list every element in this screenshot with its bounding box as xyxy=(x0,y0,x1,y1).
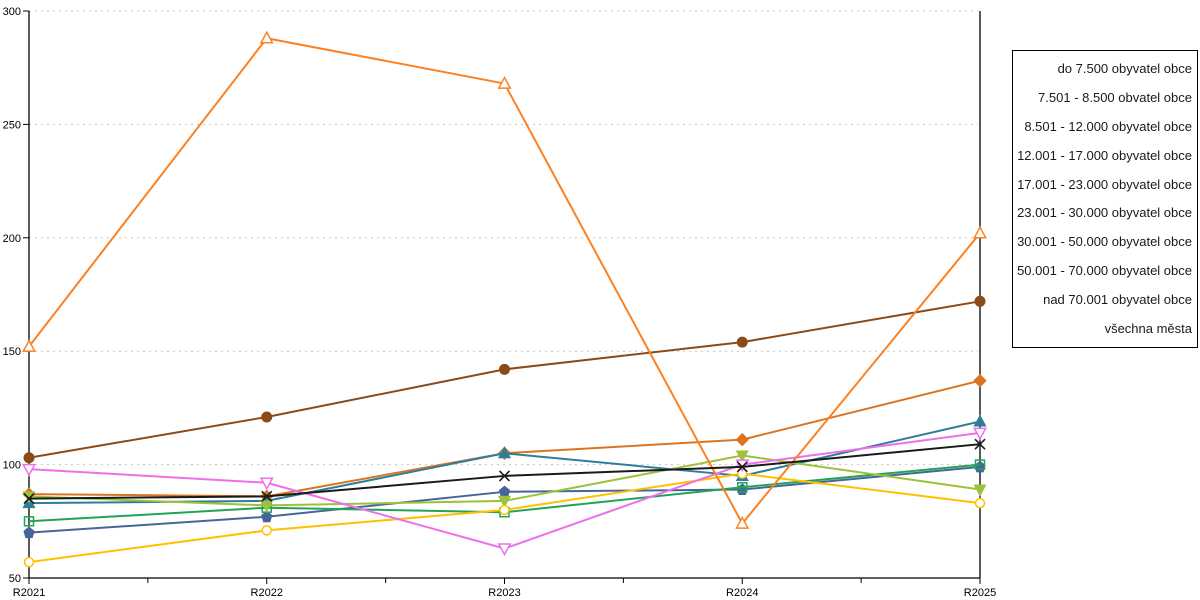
legend-item: 17.001 - 23.000 obyvatel obce xyxy=(1017,176,1192,192)
marker-open-square xyxy=(23,516,35,527)
marker-filled-circle xyxy=(23,452,35,464)
legend-item: 23.001 - 30.000 obyvatel obce xyxy=(1017,205,1192,221)
marker-open-triangle-up xyxy=(259,30,274,44)
y-tick-label: 300 xyxy=(3,6,21,18)
marker-open-triangle-down xyxy=(259,477,274,491)
marker-filled-pentagon xyxy=(498,485,511,498)
marker-open-circle xyxy=(261,525,272,536)
marker-open-triangle-up xyxy=(497,76,512,89)
marker-filled-pentagon xyxy=(736,483,748,496)
x-tick-label: R2022 xyxy=(251,587,283,599)
marker-open-triangle-down xyxy=(735,459,750,473)
marker-x-cross xyxy=(974,438,986,450)
marker-filled-triangle-down xyxy=(497,495,512,508)
y-tick-label: 150 xyxy=(3,346,21,358)
marker-x-cross xyxy=(736,461,748,473)
y-tick-label: 50 xyxy=(9,573,21,585)
marker-filled-triangle-down xyxy=(735,450,749,463)
marker-filled-pentagon xyxy=(974,460,986,473)
y-tick-label: 100 xyxy=(3,460,21,472)
legend-item: 30.001 - 50.000 obyvatel obce xyxy=(1017,234,1192,250)
marker-filled-circle xyxy=(499,363,510,375)
marker-open-circle xyxy=(23,556,35,568)
x-tick-label: R2024 xyxy=(726,587,758,599)
marker-filled-circle xyxy=(736,336,748,348)
marker-open-square xyxy=(974,459,986,470)
x-tick-label: R2021 xyxy=(13,587,45,599)
marker-open-triangle-down xyxy=(497,543,512,557)
marker-filled-circle xyxy=(974,295,986,307)
marker-filled-diamond xyxy=(735,432,749,447)
marker-open-circle xyxy=(974,497,986,509)
marker-filled-triangle-down xyxy=(22,491,36,504)
marker-open-triangle-up xyxy=(22,339,36,352)
marker-open-square xyxy=(737,482,748,493)
marker-open-triangle-down xyxy=(973,427,987,441)
marker-open-triangle-down xyxy=(22,463,36,477)
legend-item: 12.001 - 17.000 obyvatel obce xyxy=(1017,147,1192,163)
x-tick-label: R2025 xyxy=(964,587,996,599)
marker-x-cross xyxy=(498,470,511,482)
marker-filled-pentagon xyxy=(23,526,35,539)
marker-x-cross xyxy=(23,493,35,505)
marker-x-cross xyxy=(261,490,273,502)
legend-item: 7.501 - 8.500 obvatel obce xyxy=(1038,90,1192,106)
legend-item: všechna města xyxy=(1104,320,1192,336)
marker-filled-pentagon xyxy=(261,510,273,523)
marker-filled-triangle-up xyxy=(497,446,512,459)
legend-item: nad 70.001 obyvatel obce xyxy=(1043,291,1192,307)
marker-filled-triangle-down xyxy=(260,500,274,513)
legend-item: 50.001 - 70.000 obyvatel obce xyxy=(1017,262,1192,278)
marker-filled-circle xyxy=(261,411,273,423)
marker-open-triangle-up xyxy=(973,225,987,239)
legend-item: 8.501 - 12.000 obyvatel obce xyxy=(1024,118,1192,134)
marker-open-circle xyxy=(499,504,510,516)
y-tick-label: 250 xyxy=(3,119,21,131)
marker-open-triangle-up xyxy=(735,515,750,529)
x-tick-label: R2023 xyxy=(488,587,520,599)
series-line xyxy=(28,300,981,459)
marker-filled-diamond xyxy=(973,373,987,388)
chart-legend: do 7.500 obyvatel obce 7.501 - 8.500 obva… xyxy=(1012,50,1198,348)
y-tick-label: 200 xyxy=(3,233,21,245)
legend-item: do 7.500 obyvatel obce xyxy=(1057,61,1192,77)
marker-filled-triangle-up xyxy=(973,414,987,427)
marker-filled-triangle-down xyxy=(973,484,987,497)
